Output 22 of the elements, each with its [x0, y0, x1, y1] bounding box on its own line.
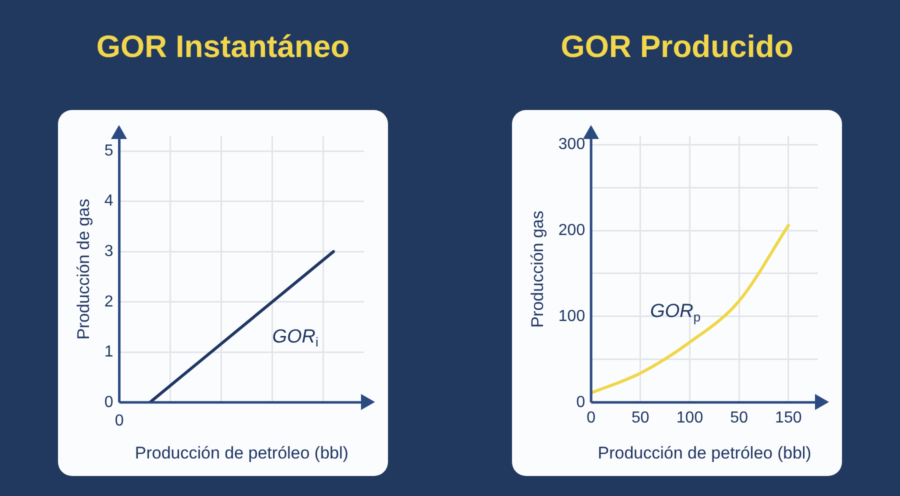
y-tick-label: 2 — [104, 293, 114, 310]
line-series — [148, 250, 335, 402]
y-tick-label: 0 — [104, 394, 114, 411]
line-series — [591, 224, 790, 394]
y-tick-label: 200 — [558, 222, 586, 239]
y-axis-title: Producción gas — [528, 210, 547, 328]
y-axis-title: Producción de gas — [74, 198, 93, 340]
chart-title: GOR Instantáneo — [96, 28, 350, 66]
x-axis-title: Producción de petróleo (bbl) — [134, 443, 348, 462]
x-tick-label: 50 — [730, 409, 748, 426]
y-tick-label: 3 — [104, 243, 114, 260]
chart-title: GOR Producido — [560, 28, 794, 66]
y-tick-label: 4 — [104, 192, 114, 210]
y-tick-label: 100 — [558, 308, 586, 325]
y-tick-label: 1 — [104, 344, 114, 361]
x-tick-label: 150 — [775, 409, 802, 426]
x-tick-label: 50 — [632, 409, 650, 426]
y-tick-label: 0 — [576, 394, 586, 411]
x-axis-title: Producción de petróleo (bbl) — [598, 443, 812, 462]
y-tick-label: 5 — [104, 142, 114, 160]
x-tick-label: 100 — [676, 409, 704, 426]
y-tick-label: 300 — [558, 136, 586, 153]
